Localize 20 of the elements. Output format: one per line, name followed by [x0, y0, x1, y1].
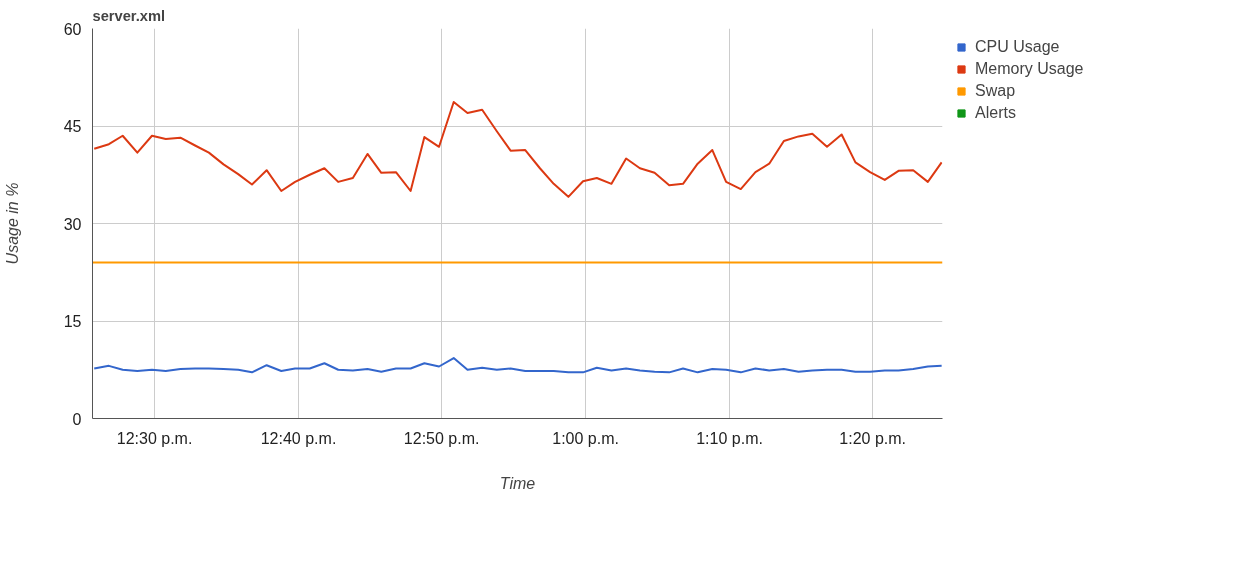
x-tick-label: 12:40 p.m. [260, 429, 337, 447]
chart-title: server.xml [92, 7, 166, 24]
y-tick-label: 0 [72, 410, 82, 428]
legend-label: Memory Usage [975, 60, 1084, 78]
x-tick-label: 12:30 p.m. [116, 429, 193, 447]
line-series [93, 100, 943, 198]
legend-label: Alerts [975, 104, 1016, 122]
x-tick-label: 1:10 p.m. [696, 429, 763, 447]
x-axis-title: Time [499, 474, 536, 492]
x-tick-label: 1:00 p.m. [552, 429, 619, 447]
legend-label: CPU Usage [975, 38, 1060, 56]
x-tick-label: 12:50 p.m. [403, 429, 480, 447]
y-tick-label: 15 [63, 313, 82, 330]
y-axis-title: Usage in % [3, 182, 21, 265]
y-tick-label: 60 [63, 20, 82, 38]
y-tick-label: 30 [63, 215, 82, 233]
legend-label: Swap [975, 82, 1016, 100]
x-tick-label: 1:20 p.m. [839, 429, 907, 447]
line-series [93, 357, 943, 374]
y-tick-label: 45 [63, 118, 82, 135]
